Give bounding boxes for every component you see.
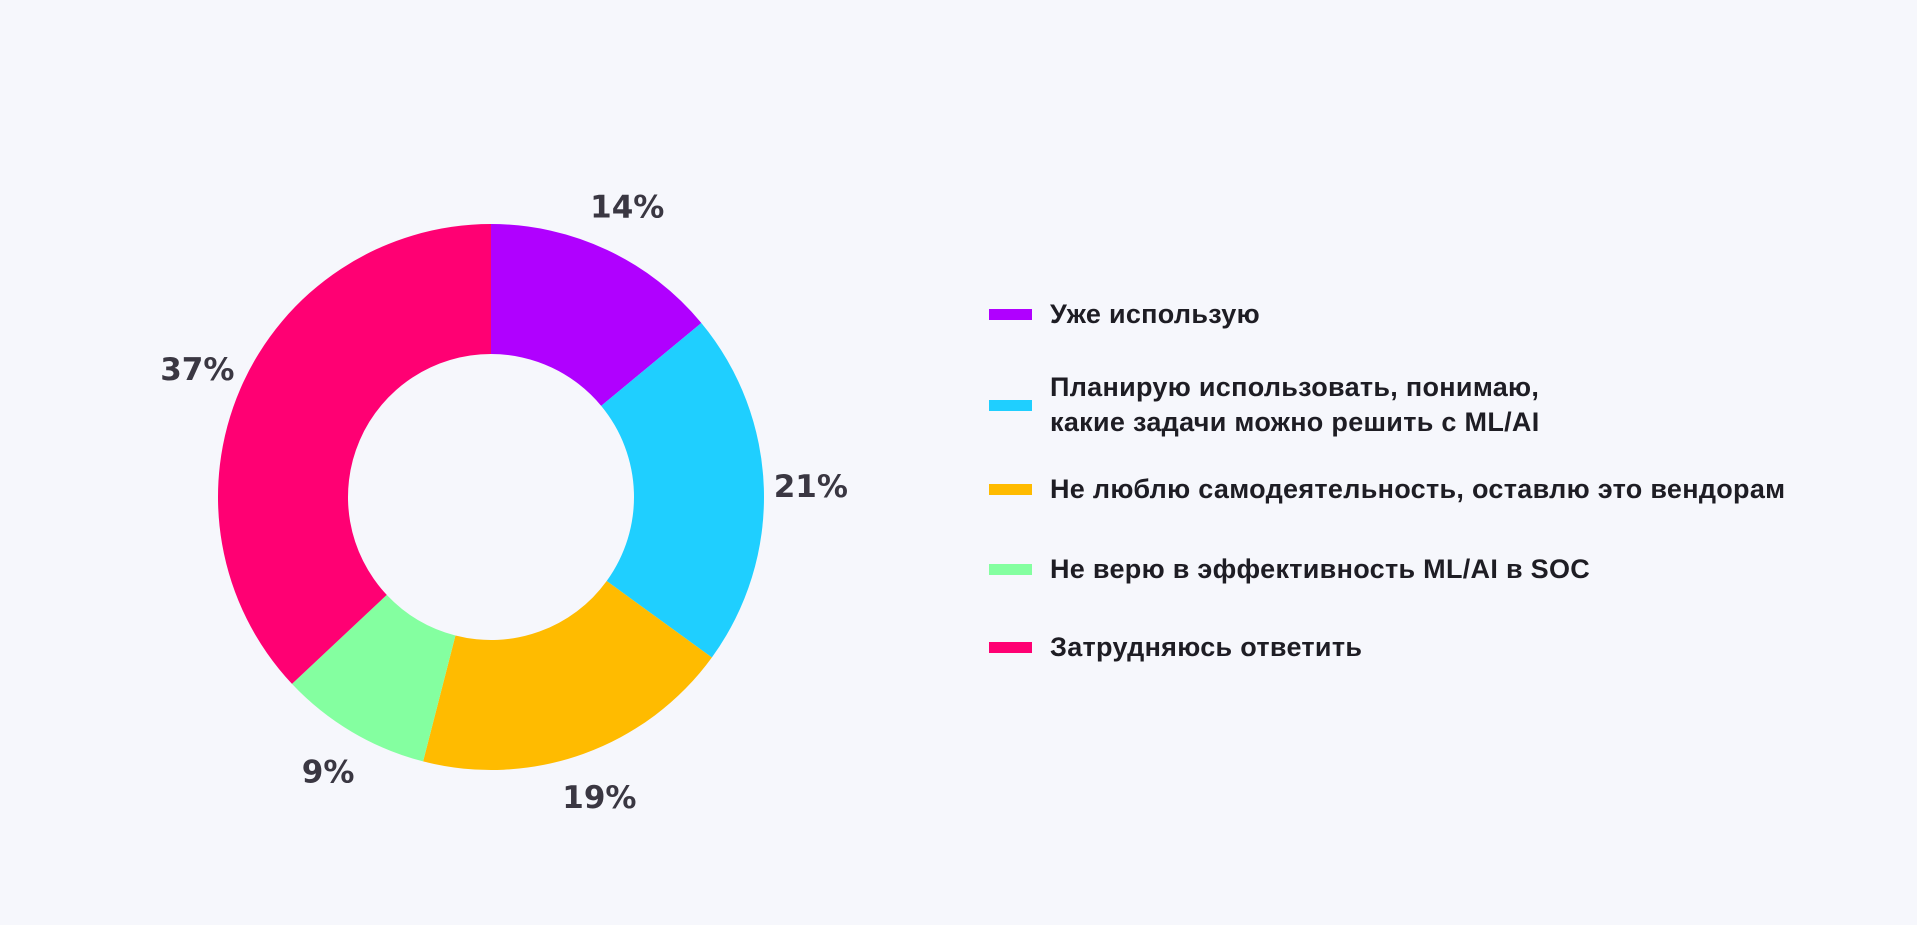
donut-slice — [291, 594, 456, 762]
legend-swatch — [989, 564, 1032, 575]
legend-label: Планирую использовать, понимаю, какие за… — [1050, 370, 1540, 440]
donut-slice — [423, 581, 712, 771]
legend-item: Не люблю самодеятельность, оставлю это в… — [989, 472, 1785, 507]
donut-slice — [601, 322, 764, 658]
legend-swatch — [989, 399, 1032, 411]
data-label: 9% — [302, 754, 355, 790]
legend-item: Планирую использовать, понимаю, какие за… — [989, 370, 1540, 440]
legend-swatch — [989, 484, 1032, 495]
legend-label-line: какие задачи можно решить с ML/AI — [1050, 407, 1540, 437]
legend-swatch — [989, 642, 1032, 653]
legend-swatch — [989, 309, 1032, 320]
donut-slice — [491, 224, 702, 406]
data-label: 14% — [590, 189, 664, 225]
data-label: 19% — [562, 780, 636, 816]
data-label: 21% — [774, 469, 848, 505]
data-label: 37% — [160, 352, 234, 388]
legend-label: Уже использую — [1050, 299, 1260, 329]
legend-label: Не верю в эффективность ML/AI в SOC — [1050, 554, 1591, 584]
legend-item: Затрудняюсь ответить — [989, 630, 1362, 665]
legend-label: Затрудняюсь ответить — [1050, 632, 1363, 662]
legend-label: Не люблю самодеятельность, оставлю это в… — [1050, 474, 1786, 504]
legend-label-line: Планирую использовать, понимаю, — [1050, 372, 1540, 402]
donut-slice — [218, 223, 492, 684]
legend-item: Уже использую — [989, 297, 1260, 332]
legend-item: Не верю в эффективность ML/AI в SOC — [989, 552, 1590, 587]
